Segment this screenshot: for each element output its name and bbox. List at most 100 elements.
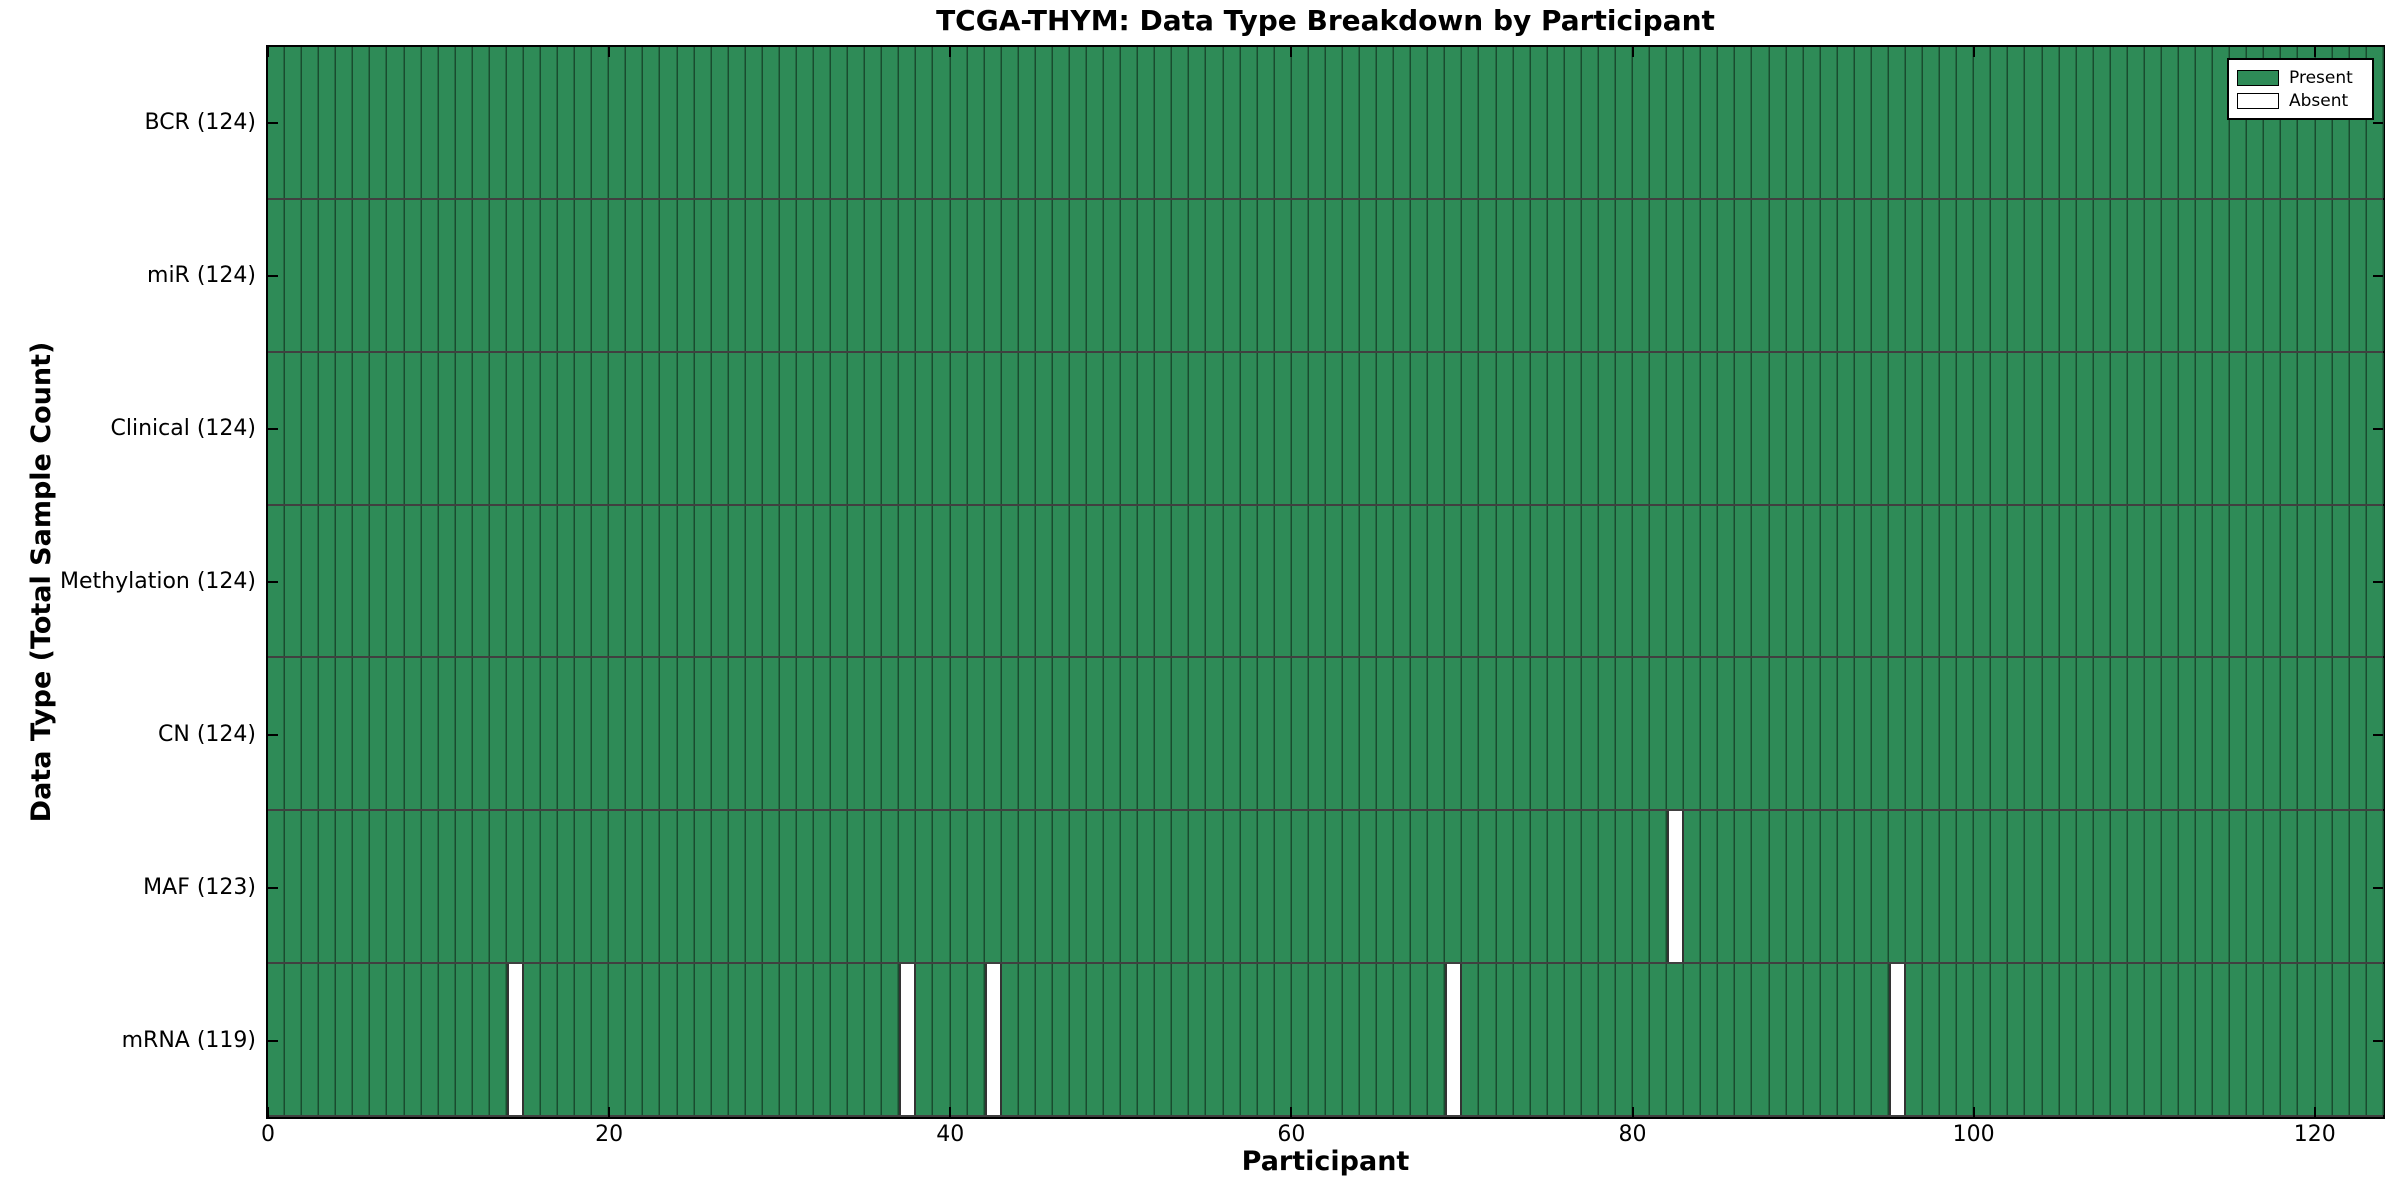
heatmap-cell-present bbox=[1462, 47, 1480, 198]
heatmap-cell-present bbox=[472, 811, 490, 963]
heatmap-cell-present bbox=[558, 964, 576, 1116]
heatmap-cell-present bbox=[1035, 658, 1053, 810]
heatmap-cell-present bbox=[1206, 658, 1224, 810]
heatmap-cell-present bbox=[1274, 352, 1292, 504]
heatmap-cell-present bbox=[950, 658, 968, 810]
heatmap-cell-present bbox=[1957, 47, 1975, 198]
heatmap-cell-present bbox=[1633, 352, 1651, 504]
heatmap-cell-present bbox=[2008, 505, 2026, 657]
heatmap-cell-present bbox=[489, 505, 507, 657]
heatmap-cell-present bbox=[1633, 964, 1651, 1116]
heatmap-cell-present bbox=[558, 199, 576, 351]
heatmap-cell-present bbox=[1735, 505, 1753, 657]
heatmap-cell-present bbox=[387, 811, 405, 963]
heatmap-cell-present bbox=[1223, 811, 1241, 963]
heatmap-cell-present bbox=[1445, 352, 1463, 504]
heatmap-cell-present bbox=[1854, 505, 1872, 657]
heatmap-cell-present bbox=[1104, 505, 1122, 657]
heatmap-cell-present bbox=[421, 811, 439, 963]
heatmap-cell-present bbox=[1428, 658, 1446, 810]
heatmap-cell-present bbox=[1991, 964, 2009, 1116]
heatmap-cell-present bbox=[1360, 811, 1378, 963]
heatmap-cell-present bbox=[882, 658, 900, 810]
heatmap-cell-present bbox=[336, 811, 354, 963]
heatmap-cell-present bbox=[1223, 352, 1241, 504]
heatmap-cell-present bbox=[1121, 658, 1139, 810]
heatmap-cell-present bbox=[1769, 199, 1787, 351]
heatmap-cell-present bbox=[831, 199, 849, 351]
heatmap-cell-present bbox=[1155, 352, 1173, 504]
heatmap-cell-present bbox=[882, 199, 900, 351]
heatmap-cell-present bbox=[1462, 964, 1480, 1116]
heatmap-cell-present bbox=[1701, 964, 1719, 1116]
heatmap-cell-present bbox=[1087, 352, 1105, 504]
heatmap-cell-present bbox=[1172, 658, 1190, 810]
heatmap-cell-present bbox=[1087, 199, 1105, 351]
heatmap-cell-present bbox=[916, 964, 934, 1116]
heatmap-cell-present bbox=[2332, 199, 2350, 351]
heatmap-cell-present bbox=[1394, 47, 1412, 198]
heatmap-cell-present bbox=[1991, 352, 2009, 504]
heatmap-cell-present bbox=[1547, 199, 1565, 351]
heatmap-cell-present bbox=[2144, 964, 2162, 1116]
heatmap-cell-present bbox=[2008, 352, 2026, 504]
heatmap-cell-present bbox=[1650, 505, 1668, 657]
heatmap-cell-present bbox=[2247, 352, 2265, 504]
heatmap-cell-present bbox=[950, 811, 968, 963]
heatmap-cell-present bbox=[1650, 658, 1668, 810]
heatmap-cell-present bbox=[558, 505, 576, 657]
heatmap-cell-present bbox=[1786, 964, 1804, 1116]
heatmap-cell-present bbox=[2315, 199, 2333, 351]
heatmap-cell-present bbox=[1803, 352, 1821, 504]
heatmap-cell-present bbox=[1650, 199, 1668, 351]
heatmap-cell-present bbox=[1906, 47, 1924, 198]
heatmap-cell-present bbox=[523, 352, 541, 504]
heatmap-cell-present bbox=[2179, 811, 2197, 963]
heatmap-cell-present bbox=[523, 199, 541, 351]
heatmap-cell-present bbox=[865, 199, 883, 351]
heatmap-cell-present bbox=[592, 964, 610, 1116]
heatmap-cell-present bbox=[2042, 658, 2060, 810]
heatmap-cell-present bbox=[2196, 505, 2214, 657]
heatmap-cell-present bbox=[745, 811, 763, 963]
heatmap-cell-present bbox=[1633, 199, 1651, 351]
heatmap-cell-present bbox=[2110, 47, 2128, 198]
heatmap-cell-present bbox=[831, 47, 849, 198]
heatmap-cell-present bbox=[1479, 352, 1497, 504]
heatmap-cell-present bbox=[1325, 964, 1343, 1116]
heatmap-cell-present bbox=[796, 47, 814, 198]
heatmap-cell-present bbox=[814, 352, 832, 504]
heatmap-cell-present bbox=[1496, 658, 1514, 810]
heatmap-cell-present bbox=[1940, 658, 1958, 810]
heatmap-cell-present bbox=[1291, 199, 1309, 351]
heatmap-cell-present bbox=[2161, 811, 2179, 963]
heatmap-cell-present bbox=[1615, 811, 1633, 963]
heatmap-cell-present bbox=[1360, 658, 1378, 810]
heatmap-cell-present bbox=[1923, 505, 1941, 657]
heatmap-cell-present bbox=[506, 199, 524, 351]
heatmap-cell-present bbox=[1052, 352, 1070, 504]
heatmap-cell-present bbox=[319, 505, 337, 657]
heatmap-cell-present bbox=[558, 658, 576, 810]
y-tick-label: Methylation (124) bbox=[60, 569, 256, 594]
heatmap-cell-present bbox=[1991, 47, 2009, 198]
heatmap-cell-present bbox=[2110, 352, 2128, 504]
heatmap-cell-present bbox=[1581, 964, 1599, 1116]
heatmap-cell-present bbox=[1957, 964, 1975, 1116]
heatmap-cell-present bbox=[2042, 352, 2060, 504]
heatmap-cell-absent bbox=[1667, 811, 1685, 963]
heatmap-row bbox=[268, 964, 2384, 1118]
y-tick-mark bbox=[2373, 1039, 2383, 1042]
heatmap-cell-present bbox=[1701, 811, 1719, 963]
heatmap-cell-present bbox=[967, 964, 985, 1116]
heatmap-cell-present bbox=[541, 964, 559, 1116]
heatmap-cell-present bbox=[848, 199, 866, 351]
plot-area bbox=[266, 45, 2385, 1119]
heatmap-cell-present bbox=[2161, 47, 2179, 198]
heatmap-cell-present bbox=[1598, 199, 1616, 351]
heatmap-cell-present bbox=[1803, 505, 1821, 657]
y-tick-mark bbox=[2373, 122, 2383, 125]
heatmap-cell-present bbox=[2264, 964, 2282, 1116]
heatmap-cell-present bbox=[1104, 964, 1122, 1116]
heatmap-cell-present bbox=[1342, 505, 1360, 657]
